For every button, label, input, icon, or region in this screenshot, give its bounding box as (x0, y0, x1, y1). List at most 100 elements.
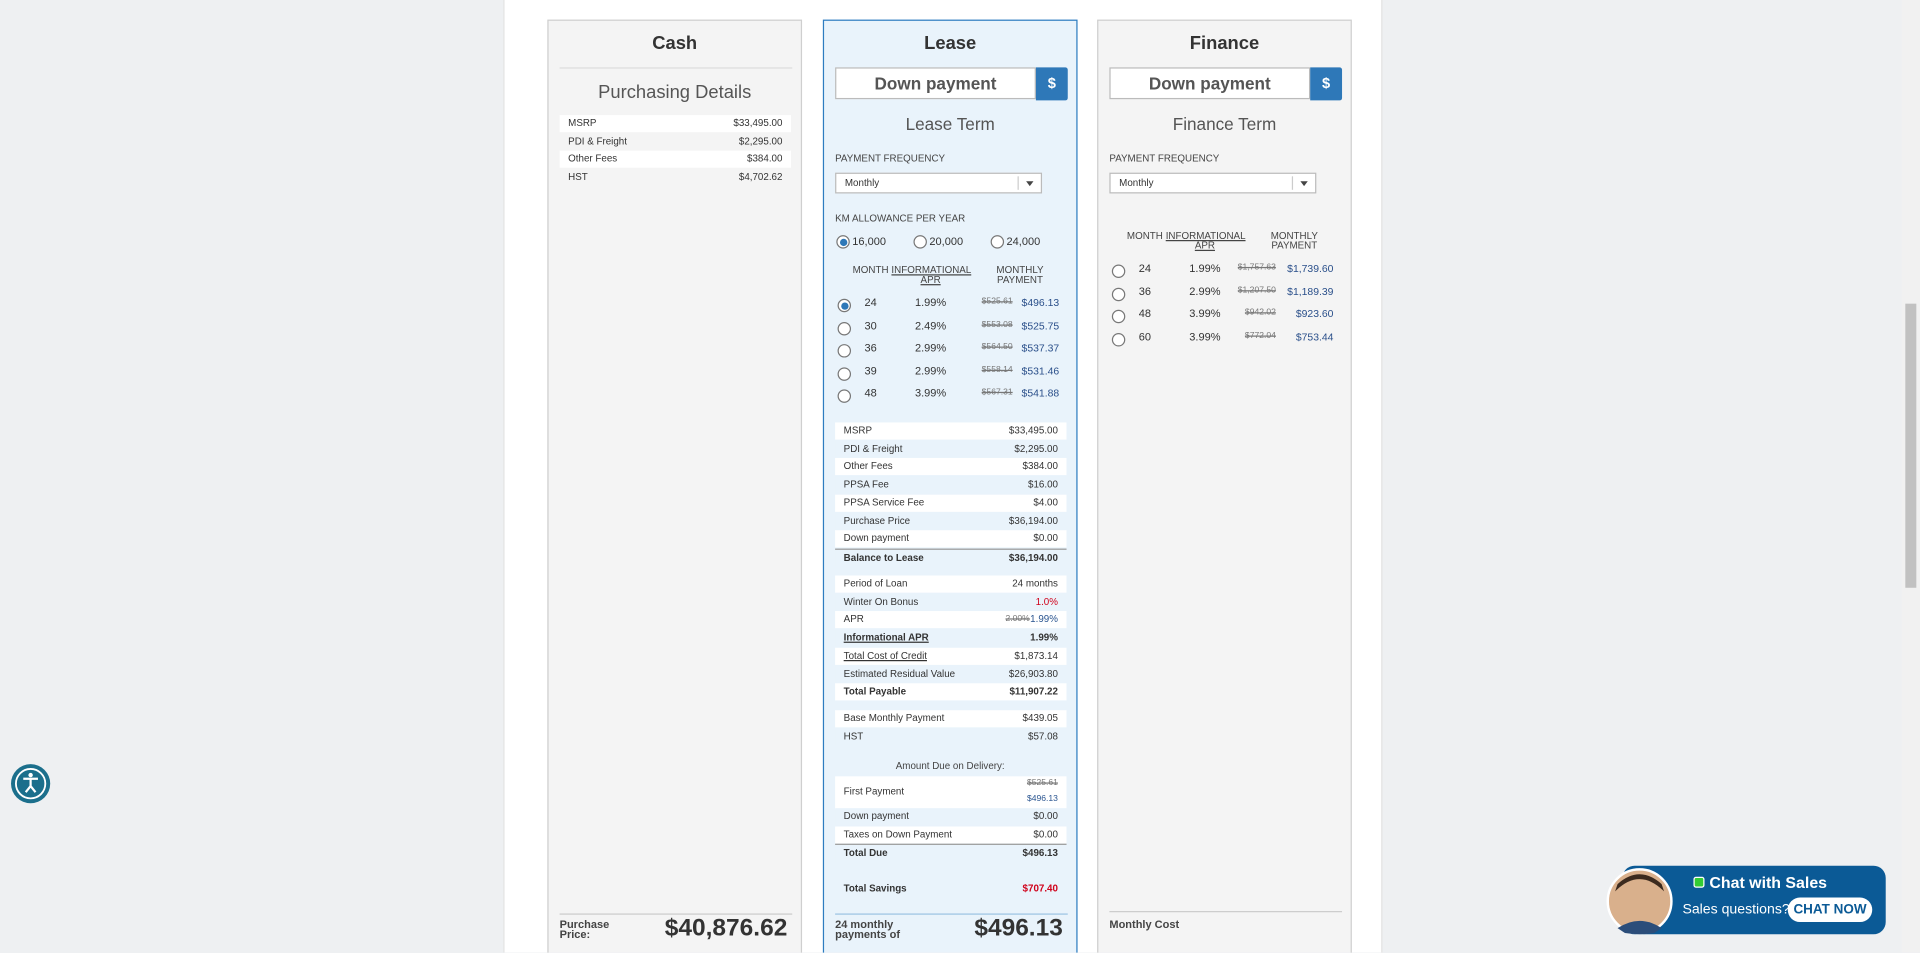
term-old-payment: $553.08 (981, 320, 1013, 329)
row-old-value: $525.61 (1026, 778, 1058, 788)
footer-label: Purchase Price: (559, 918, 610, 941)
chat-question: Sales questions? (1682, 902, 1790, 918)
detail-row: Balance to Lease $36,194.00 (835, 548, 1067, 567)
column-title: Cash (652, 33, 698, 54)
term-radio[interactable] (837, 366, 852, 381)
divider (1109, 911, 1343, 913)
detail-row: Purchase Price $36,194.00 (835, 512, 1067, 530)
footer-label: 24 monthly payments of (835, 918, 901, 941)
term-month: 24 (1138, 262, 1152, 275)
row-label: MSRP (843, 424, 872, 436)
term-apr: 1.99% (914, 296, 947, 309)
column-header: MONTHLY PAYMENT (1270, 230, 1318, 252)
term-payment: $496.13 (1021, 296, 1060, 309)
column-header: MONTHLY PAYMENT (996, 264, 1044, 286)
detail-row: MSRP $33,495.00 (559, 115, 792, 133)
detail-row: HST $57.08 (835, 728, 1067, 746)
chat-now-button[interactable]: CHAT NOW (1787, 897, 1873, 923)
row-value: $4.00 (1033, 496, 1058, 508)
select-arrow (1291, 176, 1315, 190)
cash-column: Cash Purchasing Details MSRP $33,495.00 PDI … (547, 19, 803, 953)
footer-label: Monthly Cost (1109, 918, 1180, 931)
detail-row: Down payment $0.00 (835, 530, 1067, 548)
row-value: $4,702.62 (738, 171, 783, 183)
term-month: 39 (864, 364, 877, 377)
km-radio[interactable] (913, 235, 927, 249)
currency-button[interactable]: $ (1310, 67, 1343, 101)
term-apr: 2.49% (914, 318, 947, 332)
row-value: $707.40 (1022, 882, 1058, 894)
row-label: PPSA Fee (843, 478, 889, 490)
column-title: Finance (1189, 33, 1260, 54)
term-radio[interactable] (837, 298, 852, 313)
row-value: $36,194.00 (1008, 514, 1058, 526)
row-label: MSRP (568, 117, 597, 129)
row-label: Informational APR (843, 631, 929, 643)
km-option: 16,000 (852, 235, 886, 248)
term-radio[interactable] (837, 389, 852, 403)
term-radio[interactable] (837, 321, 852, 335)
lease-column: Lease Down payment $ Lease Term PAYMENT FREQ… (822, 19, 1078, 953)
detail-row: Total Payable $11,907.22 (835, 683, 1067, 701)
term-month: 48 (864, 386, 877, 400)
row-label: PDI & Freight (568, 135, 627, 147)
term-old-payment: $772.04 (1244, 331, 1276, 340)
term-old-payment: $1,207.50 (1237, 285, 1276, 295)
currency-button[interactable]: $ (1035, 67, 1068, 101)
row-label: Total Savings (843, 882, 907, 894)
term-apr: 2.99% (914, 341, 947, 354)
column-header: INFORMATIONAL APR (891, 264, 972, 286)
term-radio[interactable] (1111, 332, 1126, 346)
accessibility-button[interactable] (10, 763, 52, 805)
term-payment: $923.60 (1295, 307, 1334, 320)
row-value: $384.00 (747, 153, 783, 165)
term-radio[interactable] (1111, 264, 1126, 278)
down-payment-input[interactable]: Down payment (835, 67, 1036, 100)
detail-row: Total Cost of Credit $1,873.14 (835, 647, 1067, 665)
divider (559, 67, 793, 69)
finance-column: Finance Down payment $ Finance Term PAYMENT … (1097, 19, 1352, 953)
row-label: Down payment (843, 532, 910, 544)
scrollbar-thumb[interactable] (1905, 303, 1917, 588)
term-radio[interactable] (1111, 309, 1126, 324)
chat-title-text: Chat with Sales (1709, 873, 1828, 892)
row-value: 24 months (1012, 577, 1058, 589)
row-label: Other Fees (568, 153, 618, 165)
detail-row: PDI & Freight $2,295.00 (835, 440, 1067, 458)
detail-row: HST $4,702.62 (560, 169, 791, 186)
row-value: $439.05 (1022, 712, 1058, 724)
km-radio[interactable] (990, 235, 1005, 249)
km-option: 20,000 (929, 235, 964, 248)
row-label: Winter On Bonus (843, 595, 919, 607)
frequency-select[interactable]: Monthly (1109, 172, 1317, 194)
row-value: $26,903.80 (1008, 667, 1058, 679)
down-payment-input[interactable]: Down payment (1109, 67, 1311, 100)
detail-row: Total Due $496.13 (835, 844, 1067, 863)
detail-row: PPSA Fee $16.00 (835, 476, 1067, 494)
term-month: 36 (864, 341, 877, 354)
km-radio[interactable] (836, 235, 850, 249)
row-label: Estimated Residual Value (843, 667, 956, 679)
row-value: $11,907.22 (1009, 685, 1058, 697)
term-radio[interactable] (1111, 287, 1126, 301)
detail-row: Taxes on Down Payment $0.00 (835, 826, 1067, 844)
term-old-payment: $525.61 (981, 297, 1013, 307)
row-value: $384.00 (1022, 460, 1058, 472)
term-payment: $531.46 (1021, 364, 1060, 377)
column-header: MONTH (1126, 230, 1163, 242)
row-label: Total Cost of Credit (843, 649, 927, 661)
term-payment: $541.88 (1021, 386, 1060, 400)
chat-avatar (1606, 868, 1673, 935)
section-title: Purchasing Details (598, 82, 752, 103)
frequency-select[interactable]: Monthly (835, 172, 1043, 194)
detail-row: PPSA Service Fee $4.00 (835, 494, 1067, 512)
term-payment: $1,189.39 (1287, 284, 1334, 297)
scrollbar[interactable] (1901, 0, 1920, 953)
term-old-payment: $567.31 (981, 388, 1013, 397)
term-month: 36 (1138, 284, 1152, 297)
term-radio[interactable] (837, 344, 852, 358)
term-payment: $753.44 (1295, 330, 1334, 343)
row-label: PPSA Service Fee (843, 496, 925, 508)
select-arrow (1017, 176, 1041, 190)
term-apr: 3.99% (914, 386, 947, 400)
